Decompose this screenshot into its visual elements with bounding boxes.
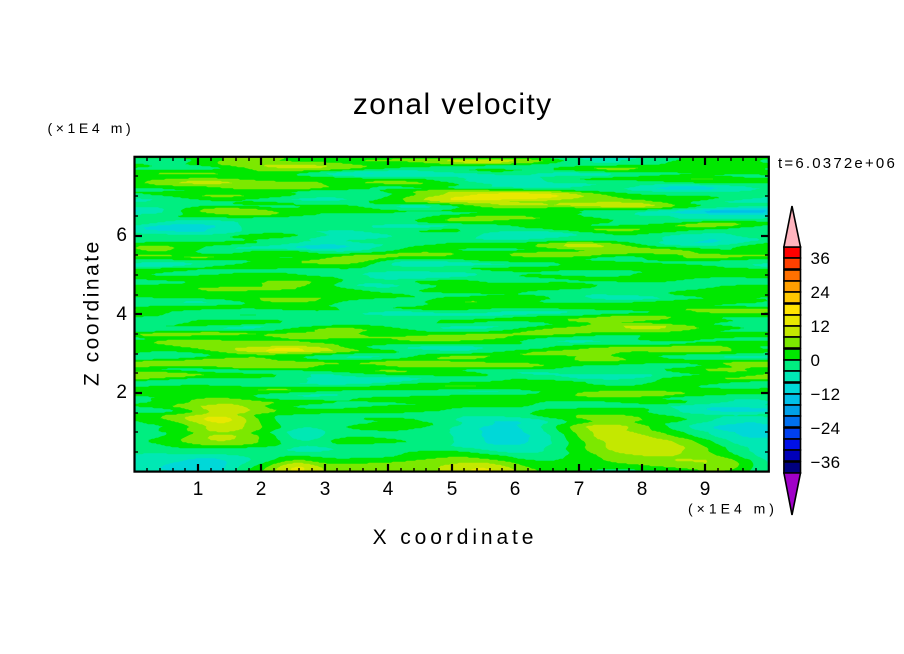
svg-text:5: 5 — [447, 479, 458, 500]
svg-text:6: 6 — [510, 479, 521, 500]
svg-text:2: 2 — [256, 479, 267, 500]
svg-text:1: 1 — [193, 479, 204, 500]
svg-text:−24: −24 — [811, 419, 841, 438]
svg-text:36: 36 — [811, 249, 831, 268]
svg-text:4: 4 — [116, 304, 127, 325]
svg-text:2: 2 — [116, 382, 127, 403]
svg-text:9: 9 — [700, 479, 711, 500]
svg-text:0: 0 — [811, 351, 821, 370]
svg-text:−36: −36 — [811, 453, 841, 472]
svg-text:12: 12 — [811, 317, 831, 336]
svg-text:3: 3 — [320, 479, 331, 500]
svg-text:7: 7 — [574, 479, 585, 500]
svg-text:6: 6 — [116, 225, 127, 246]
svg-text:24: 24 — [811, 283, 831, 302]
svg-text:X coordinate: X coordinate — [373, 526, 538, 549]
svg-text:t=6.0372e+06: t=6.0372e+06 — [778, 155, 897, 172]
svg-text:−12: −12 — [811, 385, 841, 404]
svg-text:(×1E4 m): (×1E4 m) — [48, 120, 135, 136]
svg-text:zonal velocity: zonal velocity — [353, 88, 553, 121]
svg-text:Z coordinate: Z coordinate — [81, 239, 104, 386]
svg-text:(×1E4 m): (×1E4 m) — [688, 501, 778, 517]
svg-text:4: 4 — [383, 479, 394, 500]
svg-text:8: 8 — [637, 479, 648, 500]
